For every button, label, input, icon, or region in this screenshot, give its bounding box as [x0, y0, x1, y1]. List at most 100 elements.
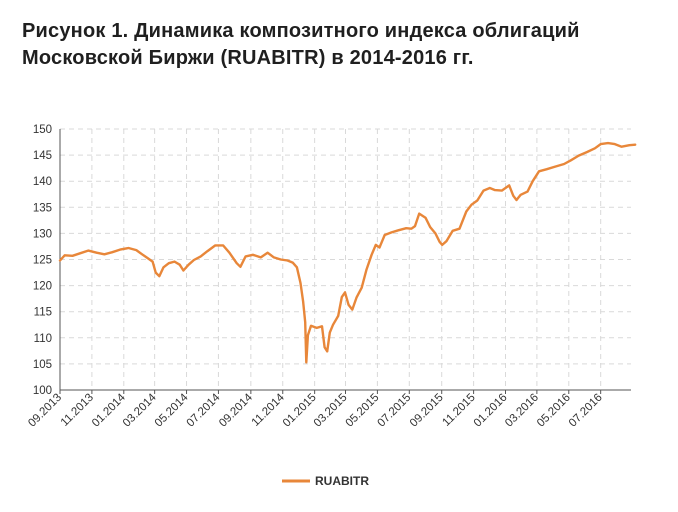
data-point — [167, 262, 170, 265]
data-point — [607, 142, 609, 145]
data-point — [476, 199, 479, 202]
data-point — [299, 282, 302, 284]
data-point — [162, 266, 165, 269]
y-tick-label: 145 — [33, 150, 52, 162]
data-point — [146, 257, 149, 259]
data-point — [545, 168, 548, 171]
data-point — [512, 194, 515, 197]
x-tick-label: 07.2014 — [185, 391, 223, 429]
data-point — [397, 229, 400, 232]
data-point — [531, 180, 534, 183]
data-point — [332, 323, 334, 326]
x-tick-label: 03.2016 — [503, 392, 541, 430]
data-point — [634, 143, 637, 146]
data-point — [515, 199, 518, 201]
data-point — [414, 225, 416, 228]
data-point — [235, 262, 238, 265]
x-tick-label: 01.2016 — [472, 392, 510, 430]
data-point — [214, 244, 217, 247]
data-point — [482, 189, 485, 192]
chart-title: Рисунок 1. Динамика композитного индекса… — [22, 20, 580, 69]
y-tick-label: 100 — [33, 385, 52, 397]
data-point — [266, 251, 269, 254]
data-point — [273, 256, 275, 259]
x-tick-label: 05.2015 — [344, 392, 382, 430]
data-point — [488, 187, 491, 189]
x-tick-label: 11.2014 — [250, 391, 288, 429]
data-point — [599, 143, 602, 146]
data-point — [291, 261, 294, 264]
data-point — [628, 144, 631, 147]
data-point — [259, 256, 262, 259]
data-point — [347, 304, 350, 306]
data-point — [494, 189, 496, 192]
data-point — [405, 227, 408, 230]
y-tick-label: 120 — [33, 281, 52, 293]
data-point — [445, 240, 448, 243]
data-point — [620, 145, 623, 148]
data-point — [222, 244, 225, 247]
data-point — [378, 246, 381, 249]
data-point — [434, 232, 437, 235]
data-point — [458, 227, 461, 230]
data-point — [410, 227, 413, 230]
data-point — [244, 255, 247, 258]
data-point — [119, 248, 121, 251]
data-point — [418, 212, 421, 215]
x-tick-label: 05.2014 — [153, 391, 191, 429]
data-point — [328, 331, 331, 334]
series-line-ruabitr — [58, 141, 637, 364]
data-point — [500, 189, 503, 192]
x-tick-label: 07.2015 — [376, 392, 414, 430]
data-point — [424, 216, 427, 219]
data-point — [310, 324, 312, 327]
x-tick-label: 03.2014 — [121, 391, 159, 429]
data-point — [323, 346, 326, 349]
data-point — [429, 226, 432, 229]
data-point — [519, 193, 522, 196]
data-point — [570, 159, 572, 162]
x-tick-label: 03.2015 — [312, 392, 350, 430]
x-tick-label: 11.2013 — [59, 392, 96, 429]
data-point — [286, 259, 289, 262]
data-point — [383, 234, 386, 236]
y-tick-label: 150 — [33, 124, 52, 136]
y-tick-label: 115 — [34, 307, 52, 319]
data-point — [141, 253, 144, 256]
data-point — [613, 143, 616, 146]
data-point — [305, 361, 308, 364]
x-tick-label: 07.2016 — [567, 392, 605, 430]
x-tick-label: 05.2016 — [535, 392, 573, 430]
y-tick-label: 135 — [33, 202, 52, 214]
data-point — [554, 165, 557, 168]
data-point — [239, 265, 242, 268]
data-point — [594, 147, 596, 150]
grid-lines — [59, 128, 631, 390]
y-tick-label: 130 — [33, 228, 52, 240]
data-point — [441, 244, 444, 246]
data-point — [586, 151, 588, 153]
y-tick-label: 140 — [33, 176, 52, 188]
data-point — [87, 249, 90, 252]
data-point — [508, 184, 511, 187]
data-point — [304, 321, 307, 323]
data-point — [390, 231, 393, 234]
data-point — [355, 296, 358, 299]
y-tick-labels: 100 105 110 115 120 125 130 135 140 145 150 — [33, 124, 52, 397]
data-point — [252, 253, 254, 256]
y-tick-label: 110 — [34, 333, 52, 345]
data-point — [193, 259, 195, 261]
data-point — [351, 308, 354, 311]
data-point — [127, 247, 130, 249]
x-tick-label: 09.2015 — [408, 392, 446, 430]
data-point — [79, 252, 82, 255]
legend-label: RUABITR — [315, 474, 369, 488]
data-point — [307, 334, 309, 337]
data-point — [59, 259, 61, 262]
data-point — [158, 275, 161, 278]
x-tick-label: 11.2015 — [440, 392, 477, 429]
x-tick-labels: 09.201311.201301.201403.201405.201407.20… — [26, 391, 605, 429]
data-point — [577, 154, 580, 157]
data-point — [340, 296, 343, 298]
